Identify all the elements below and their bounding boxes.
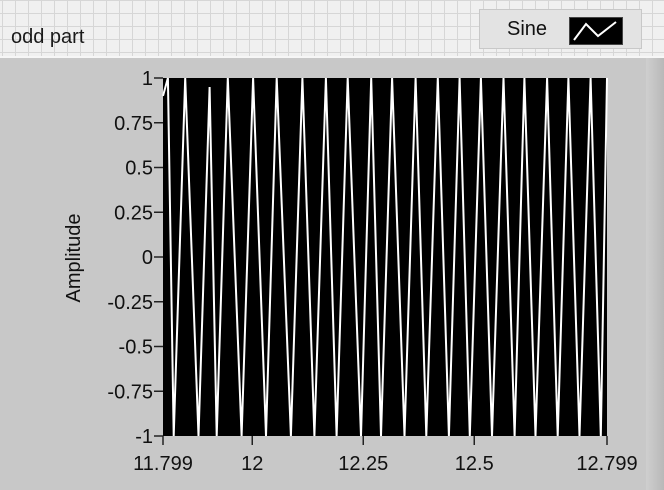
y-tick-label: -1 — [135, 426, 153, 448]
trace-group — [162, 77, 608, 437]
y-tick-label: 0.75 — [114, 113, 153, 135]
x-tick-label: 11.799 — [133, 453, 193, 475]
x-tick-label: 12.799 — [576, 453, 637, 475]
y-tick-label: 0.25 — [114, 202, 153, 224]
y-axis-title: Amplitude — [63, 214, 85, 303]
y-tick-label: 0 — [142, 247, 153, 269]
graph-frame-edge — [646, 58, 664, 490]
series-line-0 — [162, 77, 608, 437]
x-tick-label: 12.5 — [455, 453, 494, 475]
y-tick-label: 0.5 — [125, 158, 153, 180]
y-tick-label: -0.5 — [119, 337, 153, 359]
x-tick-label: 12 — [241, 453, 263, 475]
x-tick-label: 12.25 — [338, 453, 388, 475]
y-tick-label: 1 — [142, 68, 153, 90]
x-axis: 11.799 12 12.25 12.5 12.799 — [133, 436, 638, 475]
legend-plot-name: Sine — [507, 18, 548, 40]
sine-line-icon[interactable] — [569, 17, 623, 45]
y-tick-label: -0.25 — [107, 292, 153, 314]
plot-legend[interactable]: Sine — [479, 9, 642, 49]
y-tick-label: -0.75 — [107, 381, 153, 403]
y-axis: 1 0.75 0.5 0.25 0 -0.25 -0.5 -0.75 -1 — [107, 68, 163, 448]
graph-label: odd part — [11, 26, 85, 48]
